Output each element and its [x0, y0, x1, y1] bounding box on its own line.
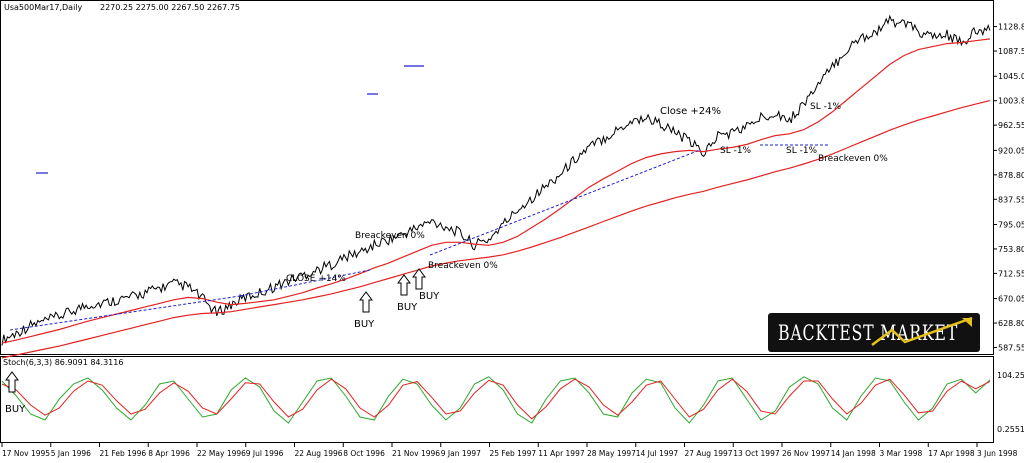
annotation-breakeven-2: Breackeven 0%: [428, 261, 498, 271]
backtest-market-logo: BACKTEST MARKET: [768, 313, 980, 352]
trendline-3: [429, 149, 701, 256]
y-tick-label: 920.05: [998, 146, 1024, 155]
y-tick-label: 587.55: [998, 344, 1024, 353]
stoch-series-line-0: [1, 376, 991, 424]
y-tick-label: 753.80: [998, 245, 1024, 254]
trendline-2: [239, 269, 371, 297]
y-tick-label: 962.55: [998, 121, 1024, 130]
y-tick-label: 878.80: [998, 171, 1024, 180]
x-axis: 17 Nov 1995 5 Jan 1996 21 Feb 1996 8 Apr 19…: [1, 443, 1018, 458]
chart-header-ohlc: 2270.25 2275.00 2267.50 2267.75: [100, 3, 240, 12]
x-tick-label: 13 Oct 1997: [733, 449, 780, 458]
y-tick-label: 628.80: [998, 319, 1024, 328]
stoch-tick-low: 0.2551: [997, 425, 1024, 434]
y-tick-label: 712.55: [998, 269, 1024, 278]
buy-arrow-icon: [359, 291, 373, 313]
buy-label-1: BUY: [354, 319, 375, 330]
buy-markers: [5, 268, 426, 393]
annotation-breakeven-3: Breackeven 0%: [818, 154, 888, 164]
annotation-close-24: Close +24%: [660, 106, 721, 117]
price-series-line: [1, 14, 991, 346]
moving-average-line-1: [1, 38, 991, 344]
y-tick-label: 1003.80: [998, 97, 1024, 106]
y-tick-label: 1087.55: [998, 47, 1024, 56]
x-tick-label: 9 Jul 1996: [246, 449, 284, 458]
price-panel: [0, 0, 994, 355]
x-tick-label: 14 Jan 1998: [831, 449, 876, 458]
buy-label-3: BUY: [419, 291, 440, 302]
buy-arrow-icon: [412, 268, 426, 290]
x-tick-label: 27 Aug 1997: [685, 449, 733, 458]
y-axis: 1128.80 1087.55 1045.05 1003.80 962.55 920.05…: [993, 23, 1024, 353]
trendlines: [9, 144, 830, 331]
stoch-tick-high: 104.2555: [997, 371, 1024, 380]
x-tick-label: 3 Jun 1998: [977, 449, 1018, 458]
x-tick-label: 17 Nov 1995: [2, 449, 50, 458]
x-tick-label: 9 Jan 1997: [441, 449, 481, 458]
x-tick-label: 8 Apr 1996: [148, 449, 190, 458]
annotation-breakeven-1: Breackeven 0%: [355, 231, 425, 241]
buy-label-4: BUY: [5, 404, 26, 415]
buy-arrow-icon: [397, 274, 411, 296]
chart-header-symbol: Usa500Mar17,Daily: [4, 3, 83, 12]
logo-arrow-icon: [871, 316, 973, 346]
annotation-sl-3: SL -1%: [810, 102, 842, 112]
x-tick-label: 22 Aug 1996: [295, 449, 343, 458]
annotation-sl-1: SL -1%: [720, 146, 752, 156]
x-tick-label: 25 Feb 1997: [490, 449, 537, 458]
level-markers: [36, 65, 424, 174]
x-tick-label: 28 May 1997: [587, 449, 636, 458]
x-tick-label: 8 Oct 1996: [343, 449, 385, 458]
annotation-close-14: CLOSE +14%: [286, 274, 346, 284]
x-tick-label: 22 May 1996: [197, 449, 246, 458]
y-tick-label: 795.05: [998, 220, 1024, 229]
x-tick-label: 26 Nov 1997: [782, 449, 830, 458]
trendline-1: [9, 295, 241, 331]
y-tick-label: 670.05: [998, 295, 1024, 304]
y-tick-label: 1128.80: [998, 23, 1024, 32]
x-tick-label: 14 Jul 1997: [636, 449, 679, 458]
y-tick-label: 837.55: [998, 195, 1024, 204]
stoch-y-axis: 104.2555 0.2551: [997, 371, 1024, 434]
x-tick-label: 11 Apr 1997: [538, 449, 585, 458]
moving-average-line-2: [1, 100, 991, 359]
stoch-series-line-1: [1, 378, 991, 420]
stoch-label: Stoch(6,3,3) 86.9091 84.3116: [3, 358, 123, 367]
y-tick-label: 1045.05: [998, 72, 1024, 81]
x-tick-label: 21 Feb 1996: [100, 449, 147, 458]
buy-label-2: BUY: [397, 302, 418, 313]
annotation-sl-2: SL -1%: [786, 146, 818, 156]
stoch-series-group: [1, 376, 991, 424]
price-series-group: [1, 14, 991, 359]
x-tick-label: 17 Apr 1998: [928, 449, 975, 458]
x-tick-label: 5 Jan 1996: [51, 449, 91, 458]
x-tick-label: 21 Nov 1996: [392, 449, 440, 458]
x-tick-label: 3 Mar 1998: [880, 449, 923, 458]
buy-arrow-icon: [5, 371, 19, 393]
